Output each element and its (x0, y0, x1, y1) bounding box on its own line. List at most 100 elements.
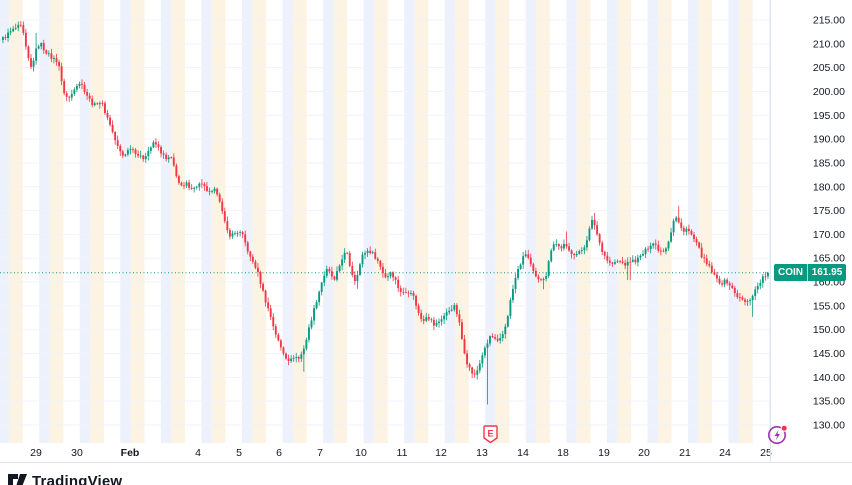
candle (578, 251, 581, 254)
candle (394, 277, 397, 280)
candle (91, 98, 94, 106)
candle (473, 373, 476, 375)
candle (634, 259, 637, 263)
candle (596, 225, 599, 235)
candle (657, 244, 660, 251)
candle (267, 302, 270, 309)
candle (126, 150, 129, 155)
candle (603, 251, 606, 256)
candle (728, 283, 731, 286)
candle (198, 183, 201, 187)
candle (152, 142, 155, 148)
tradingview-logo[interactable]: TradingView (8, 474, 122, 485)
candle (366, 250, 369, 254)
svg-text:14: 14 (517, 447, 529, 459)
candle (552, 244, 555, 251)
candle (208, 190, 211, 192)
candle (659, 250, 662, 252)
flash-icon[interactable] (766, 423, 790, 447)
price-axis[interactable]: 215.00 210.00 205.00 200.00 195.00 190.00 185.… (813, 15, 845, 432)
candle (356, 274, 359, 282)
earnings-icon[interactable]: E (483, 425, 498, 444)
symbol-price-label[interactable]: COIN 161.95 (774, 264, 846, 281)
candle (200, 183, 203, 185)
candle (705, 258, 708, 265)
candle (376, 258, 379, 261)
earnings-letter: E (487, 429, 493, 439)
candle (149, 147, 152, 151)
candle (369, 250, 372, 254)
candle (662, 250, 665, 252)
candle (109, 117, 111, 125)
candle (14, 27, 17, 29)
candle (432, 319, 435, 326)
svg-text:29: 29 (30, 447, 42, 459)
svg-text:30: 30 (71, 447, 83, 459)
candle (504, 326, 507, 335)
candle (292, 357, 295, 359)
candle (489, 336, 491, 344)
candle (494, 337, 497, 339)
candle (670, 232, 672, 242)
candle (285, 353, 287, 359)
time-axis[interactable]: 29 30 Feb 4 5 6 7 10 11 12 13 14 18 19 20 21 24 25 (30, 447, 772, 459)
candle (144, 156, 147, 160)
candle (435, 323, 438, 326)
candle (165, 154, 168, 160)
candle (514, 277, 517, 289)
candle (608, 260, 611, 263)
candle (78, 83, 81, 86)
candle (353, 274, 356, 282)
candle (616, 261, 619, 263)
candle (351, 265, 354, 275)
candle (445, 312, 448, 316)
candle (443, 315, 446, 320)
candle (527, 254, 530, 258)
candle (427, 317, 430, 320)
candle (361, 254, 364, 265)
svg-text:25: 25 (760, 447, 772, 459)
candle (2, 37, 4, 41)
candle (86, 91, 89, 96)
candle (636, 257, 639, 263)
candle (471, 367, 474, 374)
candle (251, 256, 254, 262)
candle (721, 283, 723, 285)
candle (575, 253, 578, 256)
chart-canvas[interactable]: 215.00 210.00 205.00 200.00 195.00 190.00 185.… (0, 0, 852, 462)
candle (555, 243, 558, 245)
candle (244, 234, 247, 243)
candle (374, 252, 377, 259)
svg-text:130.00: 130.00 (813, 419, 845, 431)
candle (517, 268, 519, 278)
svg-text:155.00: 155.00 (813, 300, 845, 312)
candle (65, 93, 68, 97)
candle (264, 290, 267, 303)
candle (246, 242, 249, 252)
candle (649, 245, 652, 249)
candle (756, 285, 759, 290)
candle (338, 265, 341, 272)
candle (341, 259, 344, 266)
candle (302, 348, 305, 355)
candle (50, 53, 53, 59)
candle (330, 271, 333, 277)
candle (537, 276, 540, 280)
svg-text:200.00: 200.00 (813, 86, 845, 98)
candle (751, 296, 754, 301)
candle (458, 314, 461, 323)
candle (399, 288, 402, 292)
candle (183, 185, 185, 187)
candle (239, 232, 242, 233)
candle (12, 28, 15, 32)
svg-text:Feb: Feb (121, 447, 140, 459)
candle (570, 250, 573, 255)
candle (206, 186, 208, 191)
svg-text:215.00: 215.00 (813, 15, 845, 27)
candle (114, 131, 117, 141)
candle (195, 186, 198, 188)
candle (315, 302, 318, 309)
candle (297, 357, 300, 359)
candle (733, 287, 736, 294)
candle (466, 353, 468, 365)
